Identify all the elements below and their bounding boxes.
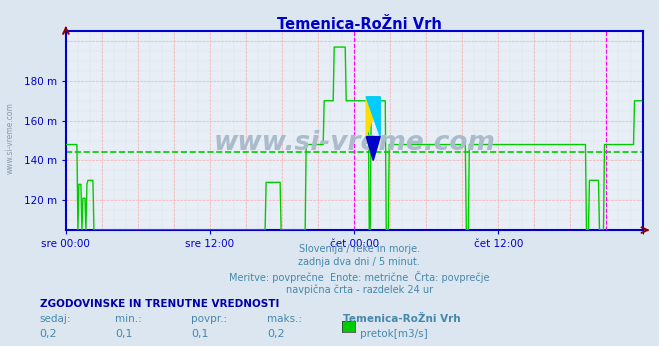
Text: Temenica-RoŽni Vrh: Temenica-RoŽni Vrh bbox=[277, 17, 442, 31]
Text: pretok[m3/s]: pretok[m3/s] bbox=[360, 329, 428, 339]
Text: povpr.:: povpr.: bbox=[191, 314, 227, 324]
Polygon shape bbox=[366, 97, 380, 137]
Text: Meritve: povprečne  Enote: metrične  Črta: povprečje: Meritve: povprečne Enote: metrične Črta:… bbox=[229, 271, 490, 283]
Text: www.si-vreme.com: www.si-vreme.com bbox=[214, 129, 495, 156]
Text: Temenica-RoŽni Vrh: Temenica-RoŽni Vrh bbox=[343, 314, 460, 324]
Text: zadnja dva dni / 5 minut.: zadnja dva dni / 5 minut. bbox=[299, 257, 420, 267]
Text: sedaj:: sedaj: bbox=[40, 314, 71, 324]
Text: maks.:: maks.: bbox=[267, 314, 302, 324]
Text: min.:: min.: bbox=[115, 314, 142, 324]
Text: 0,2: 0,2 bbox=[267, 329, 285, 339]
Polygon shape bbox=[366, 137, 380, 161]
Text: Slovenija / reke in morje.: Slovenija / reke in morje. bbox=[299, 244, 420, 254]
Text: 0,1: 0,1 bbox=[115, 329, 133, 339]
Text: 0,1: 0,1 bbox=[191, 329, 209, 339]
Text: navpična črta - razdelek 24 ur: navpična črta - razdelek 24 ur bbox=[285, 284, 433, 295]
Text: ZGODOVINSKE IN TRENUTNE VREDNOSTI: ZGODOVINSKE IN TRENUTNE VREDNOSTI bbox=[40, 299, 279, 309]
Text: www.si-vreme.com: www.si-vreme.com bbox=[5, 102, 14, 174]
Text: 0,2: 0,2 bbox=[40, 329, 57, 339]
Polygon shape bbox=[366, 97, 380, 137]
